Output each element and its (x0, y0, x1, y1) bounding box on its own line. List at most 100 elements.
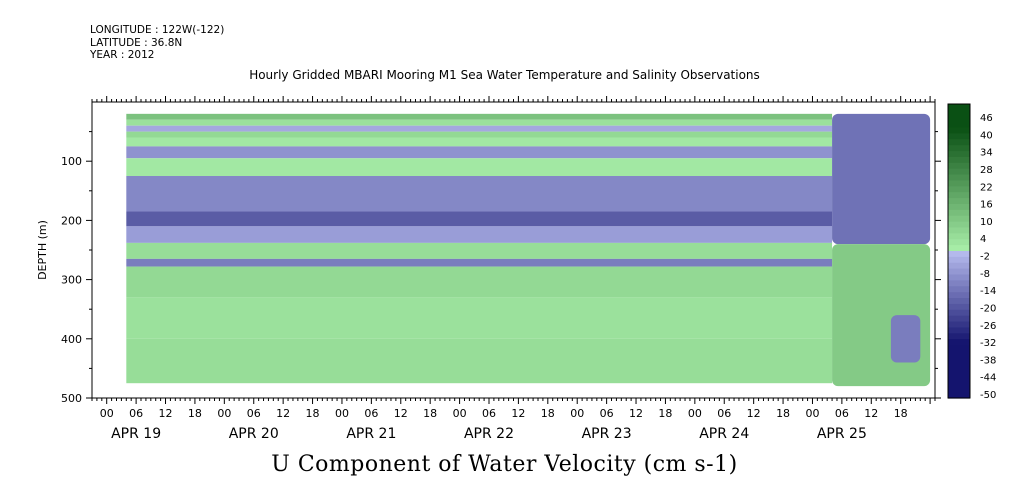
colorbar-step-37 (948, 321, 970, 329)
colorbar-frame (947, 103, 971, 399)
depth-band-12 (126, 266, 833, 298)
colorbar-step-6 (948, 139, 970, 146)
colorbar-label-11: -20 (980, 303, 996, 314)
depth-band-10 (126, 242, 833, 259)
x-tick-label-4: 00 (217, 407, 231, 420)
colorbar-label-5: 16 (980, 200, 993, 211)
colorbar-label-12: -26 (980, 321, 996, 332)
x-tick-label-21: 06 (717, 407, 731, 420)
colorbar-step-26 (948, 256, 970, 264)
longitude-label: LONGITUDE : 122W(-122) (90, 24, 225, 36)
depth-band-0 (126, 113, 833, 120)
y-tick-label-400: 400 (61, 333, 82, 346)
depth-band-1 (126, 119, 833, 126)
colorbar-label-4: 22 (980, 182, 993, 193)
colorbar-step-31 (948, 286, 970, 293)
x-tick-label-23: 18 (776, 407, 790, 420)
colorbar-label-13: -32 (980, 338, 996, 349)
x-tick-label-16: 00 (570, 407, 584, 420)
x-tick-label-12: 00 (453, 407, 467, 420)
plot-title: Hourly Gridded MBARI Mooring M1 Sea Wate… (249, 68, 760, 82)
colorbar-step-20 (948, 221, 970, 229)
colorbar-step-45 (948, 368, 970, 376)
depth-band-8 (126, 211, 833, 227)
x-tick-label-24: 00 (805, 407, 819, 420)
colorbar-step-22 (948, 233, 970, 240)
depth-band-7 (126, 176, 833, 212)
colorbar-label-7: 4 (980, 234, 986, 245)
late-patch-0 (832, 113, 931, 245)
colorbar-label-14: -38 (980, 355, 996, 366)
y-tick-label-200: 200 (61, 214, 82, 227)
x-day-label-1: APR 20 (229, 426, 279, 442)
colorbar-step-0 (948, 104, 970, 111)
colorbar-step-41 (948, 345, 970, 352)
colorbar-step-49 (948, 392, 970, 399)
colorbar-step-23 (948, 239, 970, 246)
x-tick-label-15: 18 (541, 407, 555, 420)
colorbar-label-0: 46 (980, 113, 993, 124)
x-tick-label-20: 00 (688, 407, 702, 420)
colorbar-step-44 (948, 362, 970, 370)
depth-band-11 (126, 258, 833, 267)
x-tick-label-17: 06 (600, 407, 614, 420)
x-day-label-6: APR 25 (817, 426, 867, 442)
x-tick-label-11: 18 (423, 407, 437, 420)
colorbar-step-9 (948, 156, 970, 164)
colorbar-step-16 (948, 198, 970, 205)
variable-title: U Component of Water Velocity (cm s-1) (271, 452, 738, 477)
colorbar-step-11 (948, 168, 970, 176)
colorbar-step-24 (948, 245, 970, 252)
y-tick-label-100: 100 (61, 155, 82, 168)
colorbar-label-8: -2 (980, 252, 990, 263)
x-tick-label-8: 00 (335, 407, 349, 420)
x-day-label-5: APR 24 (699, 426, 749, 442)
colorbar-step-7 (948, 145, 970, 152)
colorbar-step-2 (948, 115, 970, 123)
colorbar-step-40 (948, 339, 970, 346)
colorbar-step-36 (948, 315, 970, 323)
x-tick-label-5: 06 (247, 407, 261, 420)
x-tick-label-0: 00 (100, 407, 114, 420)
metadata-block: LONGITUDE : 122W(-122) LATITUDE : 36.8N … (90, 24, 224, 62)
x-tick-label-13: 06 (482, 407, 496, 420)
colorbar-step-17 (948, 203, 970, 211)
colorbar-step-8 (948, 151, 970, 158)
depth-band-9 (126, 226, 833, 243)
x-tick-label-1: 06 (129, 407, 143, 420)
y-tick-label-300: 300 (61, 274, 82, 287)
late-patch-1 (832, 244, 931, 387)
latitude-label: LATITUDE : 36.8N (90, 36, 183, 49)
colorbar-step-42 (948, 350, 970, 358)
x-tick-label-9: 06 (364, 407, 378, 420)
colorbar-step-12 (948, 174, 970, 182)
colorbar-step-30 (948, 280, 970, 287)
x-tick-label-27: 18 (894, 407, 908, 420)
x-tick-label-18: 12 (629, 407, 643, 420)
x-tick-label-26: 12 (864, 407, 878, 420)
colorbar-label-3: 28 (980, 165, 993, 176)
x-tick-label-19: 18 (658, 407, 672, 420)
colorbar-step-15 (948, 192, 970, 199)
x-day-label-0: APR 19 (111, 426, 161, 442)
colorbar-step-34 (948, 303, 970, 311)
colorbar-step-27 (948, 262, 970, 270)
x-day-label-2: APR 21 (346, 426, 396, 442)
colorbar-step-18 (948, 209, 970, 217)
colorbar-label-2: 34 (980, 148, 993, 159)
colorbar-label-6: 10 (980, 217, 993, 228)
colorbar-step-25 (948, 251, 970, 258)
colorbar-step-4 (948, 127, 970, 134)
colorbar-label-16: -50 (980, 390, 996, 401)
depth-band-4 (126, 137, 833, 147)
depth-band-2 (126, 125, 833, 132)
colorbar-label-10: -14 (980, 286, 996, 297)
colorbar-step-21 (948, 227, 970, 234)
x-tick-label-14: 12 (511, 407, 525, 420)
colorbar-label-15: -44 (980, 373, 996, 384)
x-tick-label-25: 06 (835, 407, 849, 420)
late-patch-2 (890, 315, 921, 363)
colorbar-step-46 (948, 374, 970, 381)
x-tick-label-3: 18 (188, 407, 202, 420)
colorbar-label-1: 40 (980, 130, 993, 141)
